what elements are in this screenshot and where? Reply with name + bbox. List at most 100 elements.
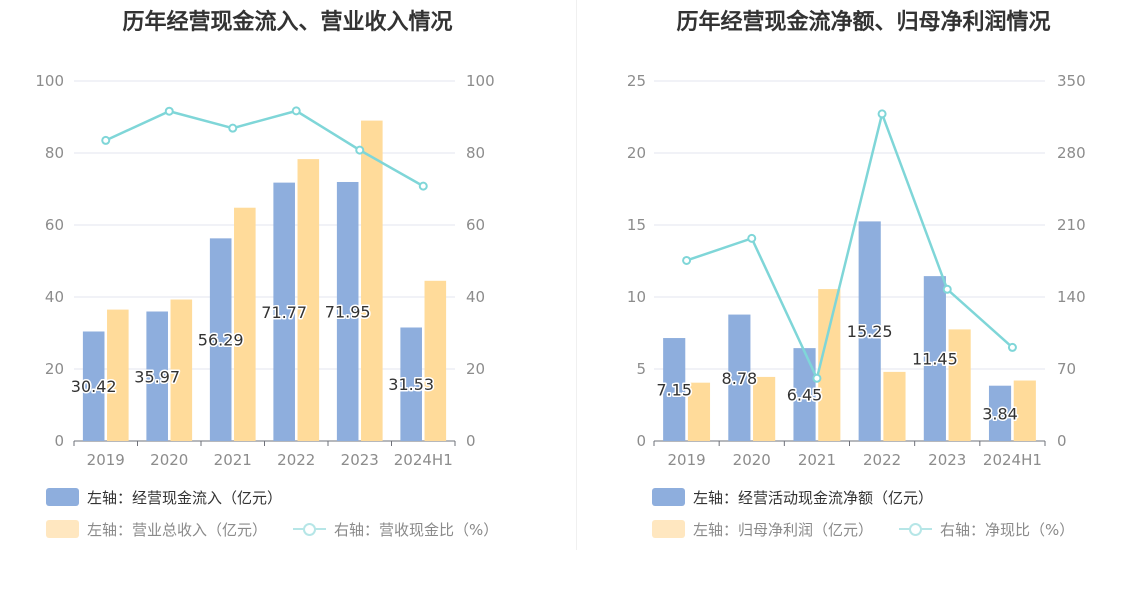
bar-secondary [818,289,841,441]
legend-label: 左轴：营业总收入（亿元） [87,520,268,539]
line-point [747,233,757,243]
bar-data-label: 35.97 [134,367,180,386]
y-tick-left: 60 [45,216,64,234]
y-tick-left: 25 [627,72,646,90]
bar-secondary [170,299,193,441]
y-tick-left: 20 [627,144,646,162]
legend-swatch-blue [46,488,79,506]
y-tick-right: 0 [1057,432,1067,450]
y-tick-right: 280 [1057,144,1086,162]
x-tick-label: 2020 [150,451,188,469]
line-series [105,109,424,188]
chart-title: 历年经营现金流入、营业收入情况 [122,10,453,35]
x-tick-label: 2023 [341,451,379,469]
legend-swatch-orange [652,520,685,538]
bar-secondary [753,376,776,441]
legend-item-net-cash-ratio[interactable]: 右轴：净现比（%） [899,519,1074,540]
bar-primary [209,238,232,441]
line-point [355,145,365,155]
bar-data-label: 8.78 [722,369,758,388]
x-tick-label: 2021 [214,451,252,469]
line-point [812,373,822,383]
bar-primary [793,348,816,441]
legend-row-2: 左轴：归母净利润（亿元） 右轴：净现比（%） [652,517,1100,541]
bar-data-label: 15.25 [847,322,893,341]
legend-label: 右轴：净现比（%） [940,520,1075,539]
legend-label: 右轴：营收现金比（%） [334,520,499,539]
bar-secondary [361,120,383,441]
x-tick-label: 2022 [863,451,901,469]
y-tick-left: 100 [35,72,64,90]
bar-secondary [424,280,447,441]
x-tick-label: 2019 [667,451,705,469]
x-tick-label: 2019 [87,451,125,469]
legend-item-revenue[interactable]: 左轴：营业总收入（亿元） [46,519,267,540]
y-tick-left: 80 [45,144,64,162]
line-point [228,123,238,133]
line-point [418,181,428,191]
y-tick-right: 80 [466,144,485,162]
y-tick-right: 70 [1057,360,1076,378]
legend-item-cash-inflow[interactable]: 左轴：经营现金流入（亿元） [46,487,282,508]
line-point [877,109,887,119]
y-tick-right: 20 [466,360,485,378]
y-tick-left: 0 [636,432,646,450]
bar-secondary [1013,380,1036,441]
bar-secondary [687,382,711,441]
y-tick-left: 10 [627,288,646,306]
x-tick-label: 2023 [928,451,966,469]
y-tick-right: 0 [466,432,476,450]
line-point [942,284,952,294]
chart-plot-net-cash-flow: 0 0 5 70 10 140 15 210 20 280 25 350 2019 2020 2021 202… [627,72,1086,469]
legend-row-2: 左轴：营业总收入（亿元） 右轴：营收现金比（%） [46,517,524,541]
line-point [682,255,692,265]
panel-divider [576,0,577,550]
bar-primary [82,331,105,441]
x-tick-label: 2020 [733,451,771,469]
line-point [101,135,111,145]
chart-panel-cash-inflow: 历年经营现金流入、营业收入情况 0 0 20 20 40 40 60 60 80 80 100 100… [35,10,524,541]
y-tick-right: 60 [466,216,485,234]
y-tick-left: 40 [45,288,64,306]
bar-secondary [297,159,320,441]
bar-data-label: 31.53 [388,375,434,394]
legend-item-cash-ratio[interactable]: 右轴：营收现金比（%） [293,519,498,540]
bar-data-label: 11.45 [912,350,958,369]
y-tick-right: 100 [466,72,495,90]
legend-item-net-cash-flow[interactable]: 左轴：经营活动现金流净额（亿元） [652,487,933,508]
bar-secondary [883,371,906,441]
legend-swatch-orange [46,520,79,538]
bar-primary [728,314,751,441]
bar-secondary [234,207,256,441]
y-tick-left: 15 [627,216,646,234]
bar-primary [858,221,881,441]
bar-primary [146,311,168,441]
bar-primary [988,385,1012,441]
bar-secondary [948,329,971,441]
legend-item-net-profit[interactable]: 左轴：归母净利润（亿元） [652,519,873,540]
line-series [686,109,1014,383]
bar-data-label: 71.77 [261,303,307,322]
legend-label: 左轴：归母净利润（亿元） [693,520,874,539]
bar-data-label: 56.29 [198,331,244,350]
y-tick-right: 350 [1057,72,1086,90]
line-point [291,106,301,116]
legend-line-icon [899,520,933,538]
x-tick-label: 2022 [277,451,315,469]
y-tick-left: 20 [45,360,64,378]
line-point [1007,342,1017,352]
legend-swatch-blue [652,488,685,506]
x-tick-label: 2021 [798,451,836,469]
legend-line-icon [293,520,327,538]
y-tick-right: 210 [1057,216,1086,234]
y-tick-right: 40 [466,288,485,306]
bar-data-label: 30.42 [71,377,117,396]
legend-label: 左轴：经营现金流入（亿元） [87,488,283,507]
bar-data-label: 71.95 [325,302,371,321]
bar-data-label: 3.84 [982,404,1018,423]
y-tick-right: 140 [1057,288,1086,306]
bar-primary [336,181,359,442]
chart-panel-net-cash-flow: 历年经营现金流净额、归母净利润情况 0 0 5 70 10 140 15 210 20 280 25… [580,0,1147,589]
bar-secondary [107,309,129,441]
line-point [164,106,174,116]
